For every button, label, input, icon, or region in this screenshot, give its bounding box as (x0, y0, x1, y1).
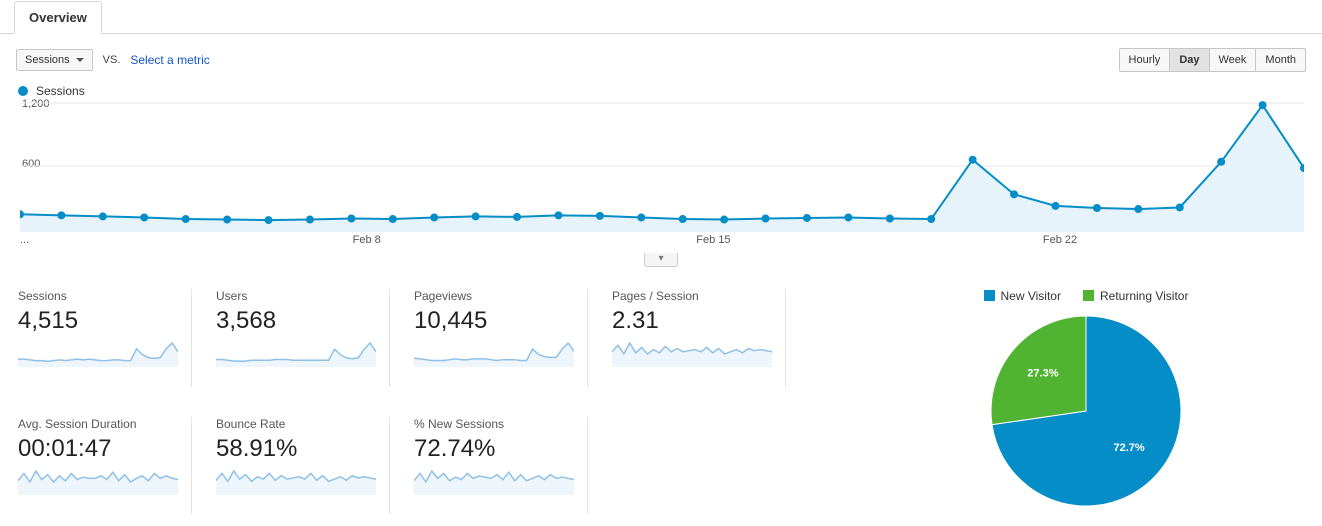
metric-value: 72.74% (414, 435, 573, 463)
chart-expander[interactable]: ▾ (644, 253, 678, 267)
main-chart: 1,200 600 ... Feb 8Feb 15Feb 22 (0, 100, 1322, 250)
metric-label: Avg. Session Duration (18, 417, 177, 431)
metric-card[interactable]: Bounce Rate 58.91% (216, 417, 390, 515)
metric-card[interactable]: Sessions 4,515 (18, 289, 192, 387)
svg-text:27.3%: 27.3% (1027, 368, 1058, 380)
legend-swatch (984, 290, 995, 301)
series-name: Sessions (36, 84, 85, 98)
metric-value: 2.31 (612, 307, 771, 335)
sparkline (18, 341, 178, 367)
metric-label: Pageviews (414, 289, 573, 303)
x-tick-label: Feb 8 (353, 234, 381, 246)
legend-swatch (1083, 290, 1094, 301)
metric-value: 4,515 (18, 307, 177, 335)
chevron-down-icon: ▾ (658, 253, 663, 264)
metric-dropdown-label: Sessions (25, 54, 70, 66)
metric-value: 10,445 (414, 307, 573, 335)
sparkline (216, 469, 376, 495)
metric-card[interactable]: Pageviews 10,445 (414, 289, 588, 387)
granularity-hourly[interactable]: Hourly (1119, 48, 1171, 72)
metric-card[interactable]: Avg. Session Duration 00:01:47 (18, 417, 192, 515)
x-tick-label: Feb 22 (1043, 234, 1077, 246)
x-ellipsis: ... (20, 234, 29, 246)
granularity-segmented: HourlyDayWeekMonth (1119, 48, 1306, 72)
sparkline (18, 469, 178, 495)
metric-label: Users (216, 289, 375, 303)
metric-card[interactable]: Pages / Session 2.31 (612, 289, 786, 387)
select-metric-link[interactable]: Select a metric (130, 53, 209, 67)
metric-card[interactable]: % New Sessions 72.74% (414, 417, 588, 515)
sparkline (414, 341, 574, 367)
pie-legend: New Visitor Returning Visitor (868, 289, 1304, 303)
sparkline (414, 469, 574, 495)
metric-dropdown[interactable]: Sessions (16, 49, 93, 71)
metric-value: 3,568 (216, 307, 375, 335)
metrics-grid: Sessions4,515Users3,568Pageviews10,445Pa… (18, 289, 838, 514)
granularity-day[interactable]: Day (1170, 48, 1209, 72)
legend-item: Returning Visitor (1083, 289, 1189, 303)
metric-label: % New Sessions (414, 417, 573, 431)
metric-label: Bounce Rate (216, 417, 375, 431)
tab-overview[interactable]: Overview (14, 1, 102, 34)
chevron-down-icon (76, 58, 84, 62)
metric-label: Sessions (18, 289, 177, 303)
sparkline (612, 341, 772, 367)
svg-text:72.7%: 72.7% (1114, 442, 1145, 454)
vs-label: VS. (103, 54, 121, 66)
x-tick-label: Feb 15 (696, 234, 730, 246)
metric-value: 00:01:47 (18, 435, 177, 463)
granularity-week[interactable]: Week (1210, 48, 1257, 72)
sparkline (216, 341, 376, 367)
series-color-dot (18, 86, 28, 96)
metric-card[interactable]: Users 3,568 (216, 289, 390, 387)
legend-item: New Visitor (984, 289, 1061, 303)
metric-value: 58.91% (216, 435, 375, 463)
pie-chart: 72.7% 27.3% (868, 311, 1304, 514)
granularity-month[interactable]: Month (1256, 48, 1306, 72)
metric-label: Pages / Session (612, 289, 771, 303)
